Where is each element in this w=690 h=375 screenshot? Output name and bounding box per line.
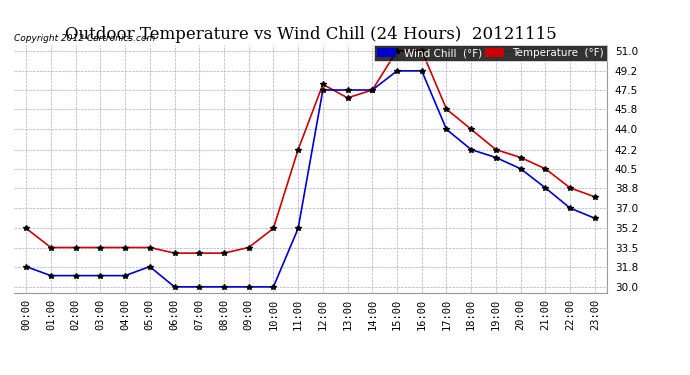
Text: Copyright 2012 Cartronics.com: Copyright 2012 Cartronics.com <box>14 33 155 42</box>
Legend: Wind Chill  (°F), Temperature  (°F): Wind Chill (°F), Temperature (°F) <box>374 45 607 61</box>
Title: Outdoor Temperature vs Wind Chill (24 Hours)  20121115: Outdoor Temperature vs Wind Chill (24 Ho… <box>65 27 556 44</box>
